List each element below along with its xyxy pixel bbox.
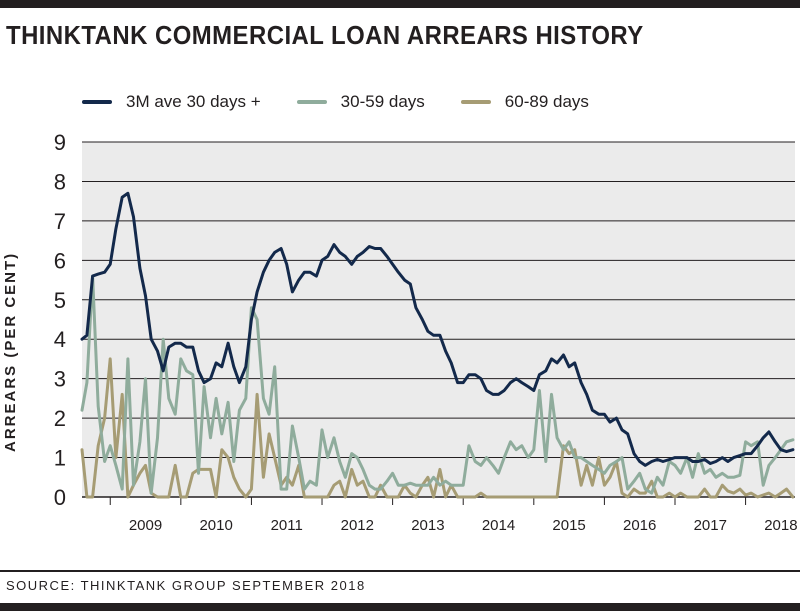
x-tick-label: 2015 [552,517,585,534]
legend-swatch-3m [82,100,112,104]
y-tick-label: 5 [54,288,66,313]
line-chart: 0 1 2 3 4 5 6 7 8 9 2009 2010 2011 2012 2013 2014 2015 20… [54,130,798,534]
y-tick-label: 0 [54,485,66,510]
chart-title: THINKTANK COMMERCIAL LOAN ARREARS HISTOR… [6,20,644,50]
legend-item-30-59: 30-59 days [296,92,425,112]
legend-swatch-60-89 [460,100,491,104]
x-tick-label: 2010 [199,517,232,534]
bottom-rule [0,603,800,611]
legend-label-30-59: 30-59 days [340,92,425,111]
legend: 3M ave 30 days + 30-59 days 60-89 days [82,90,625,114]
legend-item-3m: 3M ave 30 days + [82,92,261,112]
x-tick-label: 2018 [764,517,797,534]
legend-label-60-89: 60-89 days [504,92,589,111]
x-tick-label: 2011 [271,517,303,534]
top-rule [0,0,800,8]
source-note: SOURCE: THINKTANK GROUP SEPTEMBER 2018 [6,578,366,593]
series-line-30-59 [80,274,795,495]
y-tick-label: 1 [54,446,66,471]
y-tick-label: 9 [54,130,66,155]
plot-area [82,142,795,497]
x-tick-label: 2014 [482,517,515,534]
y-tick-label: 3 [54,367,66,392]
y-tick-label: 4 [54,327,66,352]
legend-item-60-89: 60-89 days [460,92,589,112]
series-line-3m [80,191,795,467]
legend-label-3m: 3M ave 30 days + [126,92,261,111]
x-tick-label: 2013 [411,517,444,534]
y-tick-label: 6 [54,248,66,273]
y-tick-label: 7 [54,209,66,234]
y-tick-label: 2 [54,406,66,431]
x-tick-label: 2016 [623,517,656,534]
x-tick-label: 2009 [129,517,162,534]
footer-rule [0,570,800,572]
y-tick-label: 8 [54,169,66,194]
legend-swatch-30-59 [296,100,327,104]
x-tick-label: 2017 [694,517,727,534]
x-tick-label: 2012 [341,517,374,534]
